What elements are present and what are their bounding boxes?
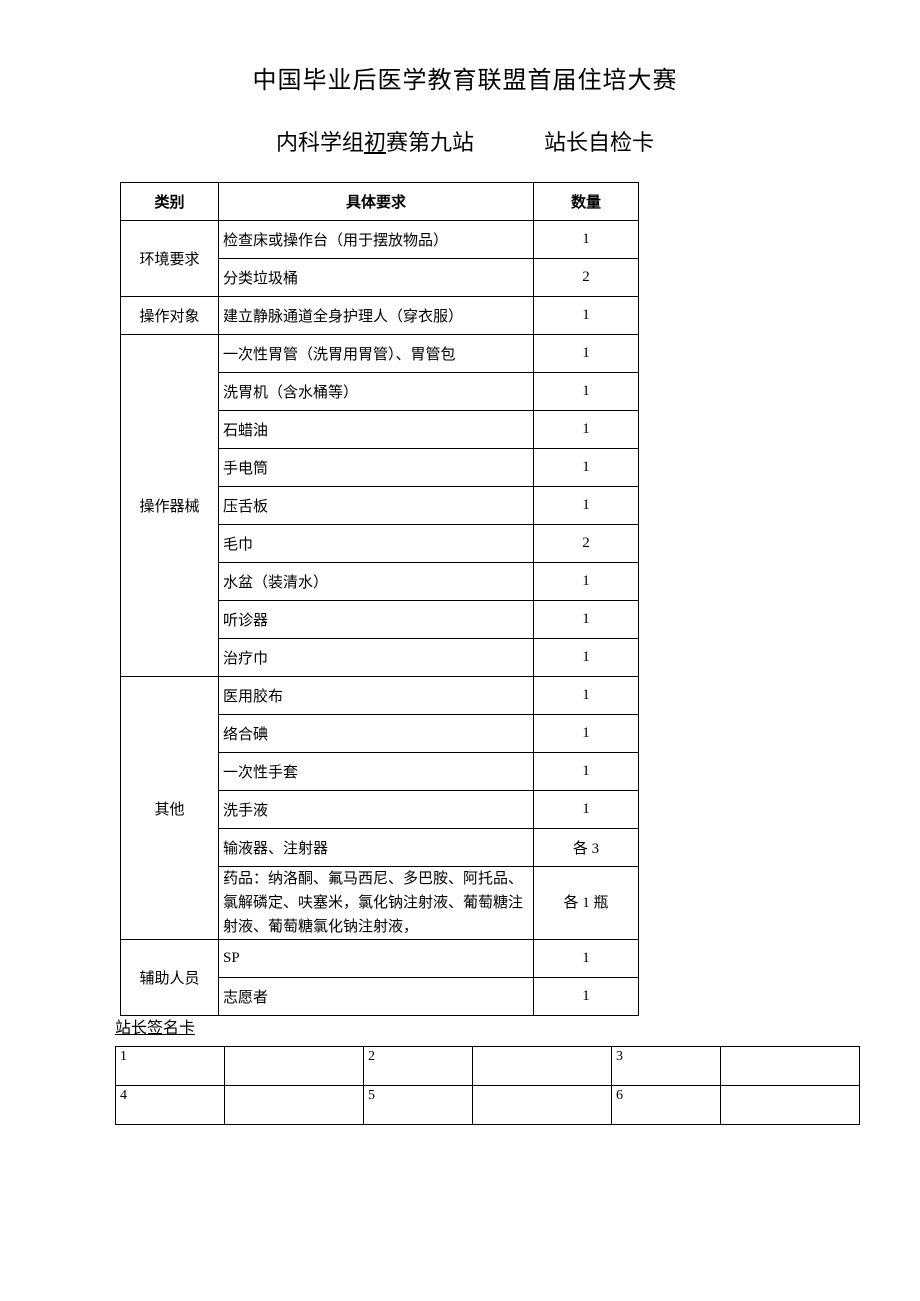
requirement-cell: 一次性胃管（洗胃用胃管）、胃管包 [219,335,534,373]
sig-cell: 4 [116,1086,225,1125]
page-subtitle: 内科学组初赛第九站 站长自检卡 [110,125,820,157]
requirement-cell: 建立静脉通道全身护理人（穿衣服） [219,297,534,335]
requirement-cell: 治疗巾 [219,639,534,677]
category-cell: 操作对象 [121,297,219,335]
requirement-cell: SP [219,940,534,978]
subtitle-left: 内科学组 [276,130,364,155]
requirement-cell: 压舌板 [219,487,534,525]
category-cell: 环境要求 [121,221,219,297]
sig-blank [473,1086,612,1125]
sig-cell: 2 [364,1047,473,1086]
requirement-cell: 手电筒 [219,449,534,487]
quantity-cell: 1 [534,639,639,677]
table-header-row: 类别 具体要求 数量 [121,183,639,221]
requirement-cell: 水盆（装清水） [219,563,534,601]
requirement-cell: 石蜡油 [219,411,534,449]
sig-cell: 6 [612,1086,721,1125]
quantity-cell: 1 [534,715,639,753]
quantity-cell: 1 [534,335,639,373]
requirement-cell: 听诊器 [219,601,534,639]
requirement-cell: 洗手液 [219,791,534,829]
sig-blank [225,1047,364,1086]
quantity-cell: 1 [534,940,639,978]
page-title: 中国毕业后医学教育联盟首届住培大赛 [110,60,820,95]
quantity-cell: 2 [534,259,639,297]
table-row: 其他医用胶布1 [121,677,639,715]
subtitle-right: 站长自检卡 [544,130,654,155]
table-row: 辅助人员SP1 [121,940,639,978]
header-category: 类别 [121,183,219,221]
requirement-cell: 洗胃机（含水桶等） [219,373,534,411]
quantity-cell: 1 [534,373,639,411]
header-quantity: 数量 [534,183,639,221]
category-cell: 其他 [121,677,219,940]
quantity-cell: 2 [534,525,639,563]
sig-blank [721,1086,860,1125]
quantity-cell: 各 1 瓶 [534,867,639,940]
requirement-cell: 络合碘 [219,715,534,753]
requirement-cell: 输液器、注射器 [219,829,534,867]
sig-blank [225,1086,364,1125]
requirement-cell: 分类垃圾桶 [219,259,534,297]
quantity-cell: 1 [534,978,639,1016]
requirement-cell: 毛巾 [219,525,534,563]
signature-table: 1 2 3 4 5 6 [115,1046,860,1125]
subtitle-after: 赛第九站 [386,130,474,155]
category-cell: 操作器械 [121,335,219,677]
quantity-cell: 1 [534,753,639,791]
quantity-cell: 1 [534,487,639,525]
category-cell: 辅助人员 [121,940,219,1016]
table-row: 操作对象建立静脉通道全身护理人（穿衣服）1 [121,297,639,335]
quantity-cell: 1 [534,221,639,259]
sig-blank [721,1047,860,1086]
sig-cell: 1 [116,1047,225,1086]
requirement-cell: 检查床或操作台（用于摆放物品） [219,221,534,259]
requirement-cell: 医用胶布 [219,677,534,715]
requirement-cell: 志愿者 [219,978,534,1016]
quantity-cell: 1 [534,411,639,449]
signature-label: 站长签名卡 [115,1014,820,1038]
quantity-cell: 各 3 [534,829,639,867]
requirement-cell: 药品：纳洛酮、氟马西尼、多巴胺、阿托品、氯解磷定、呋塞米，氯化钠注射液、葡萄糖注… [219,867,534,940]
sig-cell: 3 [612,1047,721,1086]
header-requirement: 具体要求 [219,183,534,221]
quantity-cell: 1 [534,677,639,715]
sig-cell: 5 [364,1086,473,1125]
quantity-cell: 1 [534,791,639,829]
quantity-cell: 1 [534,449,639,487]
checklist-table: 类别 具体要求 数量 环境要求检查床或操作台（用于摆放物品）1分类垃圾桶2操作对… [120,182,639,1016]
sig-blank [473,1047,612,1086]
sig-row: 1 2 3 [116,1047,860,1086]
table-row: 环境要求检查床或操作台（用于摆放物品）1 [121,221,639,259]
requirement-cell: 一次性手套 [219,753,534,791]
quantity-cell: 1 [534,601,639,639]
table-row: 操作器械一次性胃管（洗胃用胃管）、胃管包1 [121,335,639,373]
quantity-cell: 1 [534,563,639,601]
subtitle-underlined: 初 [364,130,386,155]
sig-row: 4 5 6 [116,1086,860,1125]
quantity-cell: 1 [534,297,639,335]
